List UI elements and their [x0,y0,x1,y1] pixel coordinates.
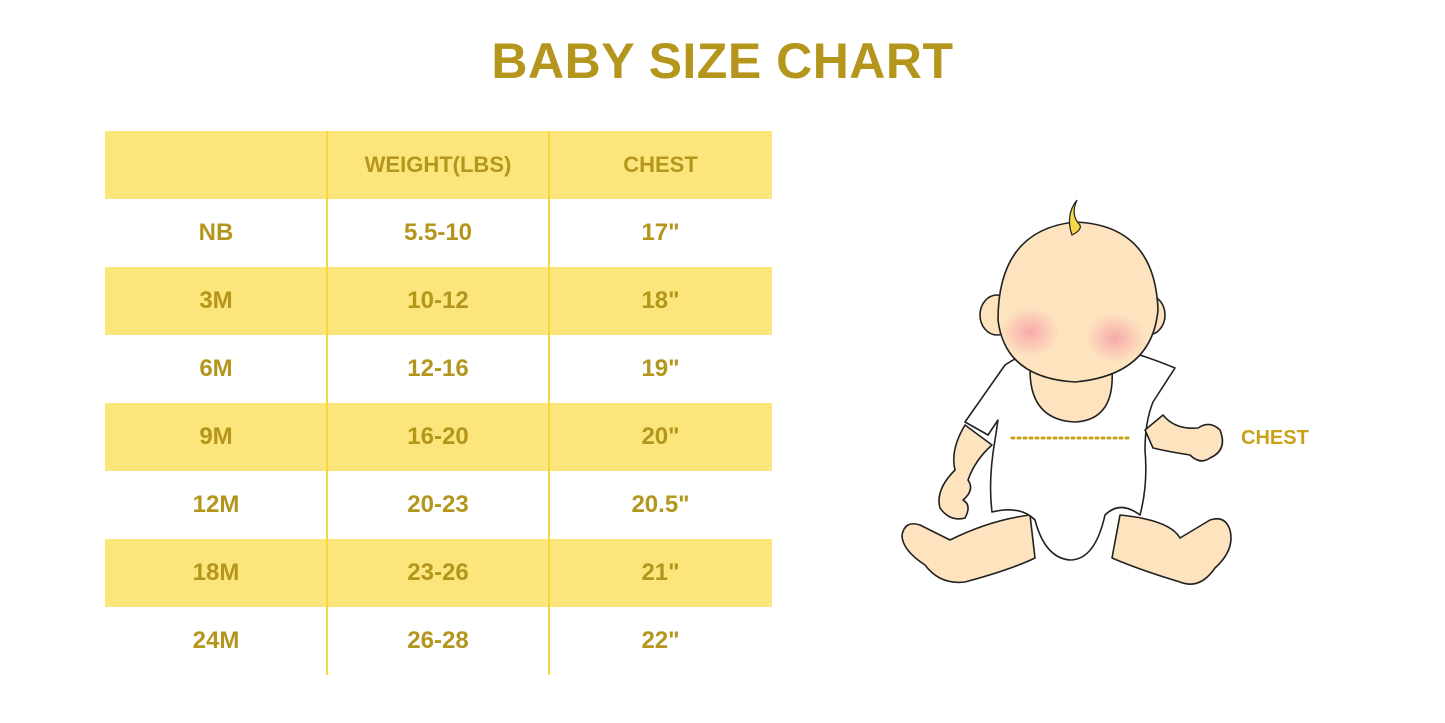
head [997,221,1159,383]
baby-illustration [901,199,1232,585]
hair-curl-icon [1068,199,1081,236]
table-row: 6M 12-16 19" [105,335,772,403]
table-row: 3M 10-12 18" [105,267,772,335]
header-size [105,131,327,199]
size-cell: 6M [199,355,233,382]
size-cell: NB [198,219,234,246]
chest-label: CHEST [1241,427,1309,449]
table-header: WEIGHT(LBS) CHEST [105,131,772,199]
table-row: NB 5.5-10 17" [105,199,772,267]
size-cell: 3M [199,287,233,314]
weight-cell: 26-28 [407,627,469,654]
right-leg [1111,514,1232,585]
right-cheek [1085,313,1145,363]
chest-cell: 22" [641,627,680,654]
size-cell: 24M [192,627,240,654]
left-leg [901,514,1036,584]
page-title: BABY SIZE CHART [491,33,954,89]
chest-cell: 20.5" [631,491,690,518]
chest-cell: 20" [641,423,680,450]
chest-cell: 17" [641,219,680,246]
header-chest: CHEST [623,152,698,177]
table-row: 18M 23-26 21" [105,539,772,607]
weight-cell: 10-12 [407,287,469,314]
size-cell: 18M [192,559,240,586]
left-cheek [1000,307,1060,357]
weight-cell: 20-23 [407,491,469,518]
left-arm [938,424,993,520]
size-cell: 12M [192,491,240,518]
weight-cell: 16-20 [407,423,469,450]
table-row: 24M 26-28 22" [105,607,772,675]
chest-cell: 21" [641,559,680,586]
right-arm [1144,414,1224,462]
size-table: WEIGHT(LBS) CHEST NB 5.5-10 17" 3M 10-12… [105,131,772,675]
weight-cell: 12-16 [407,355,469,382]
chest-cell: 19" [641,355,680,382]
weight-cell: 5.5-10 [403,219,473,246]
header-weight: WEIGHT(LBS) [364,152,512,177]
chest-cell: 18" [641,287,680,314]
weight-cell: 23-26 [407,559,469,586]
table-row: 9M 16-20 20" [105,403,772,471]
neck [1029,369,1113,423]
table-row: 12M 20-23 20.5" [105,471,772,539]
column-divider [548,131,550,675]
column-divider [326,131,328,675]
size-cell: 9M [199,423,233,450]
